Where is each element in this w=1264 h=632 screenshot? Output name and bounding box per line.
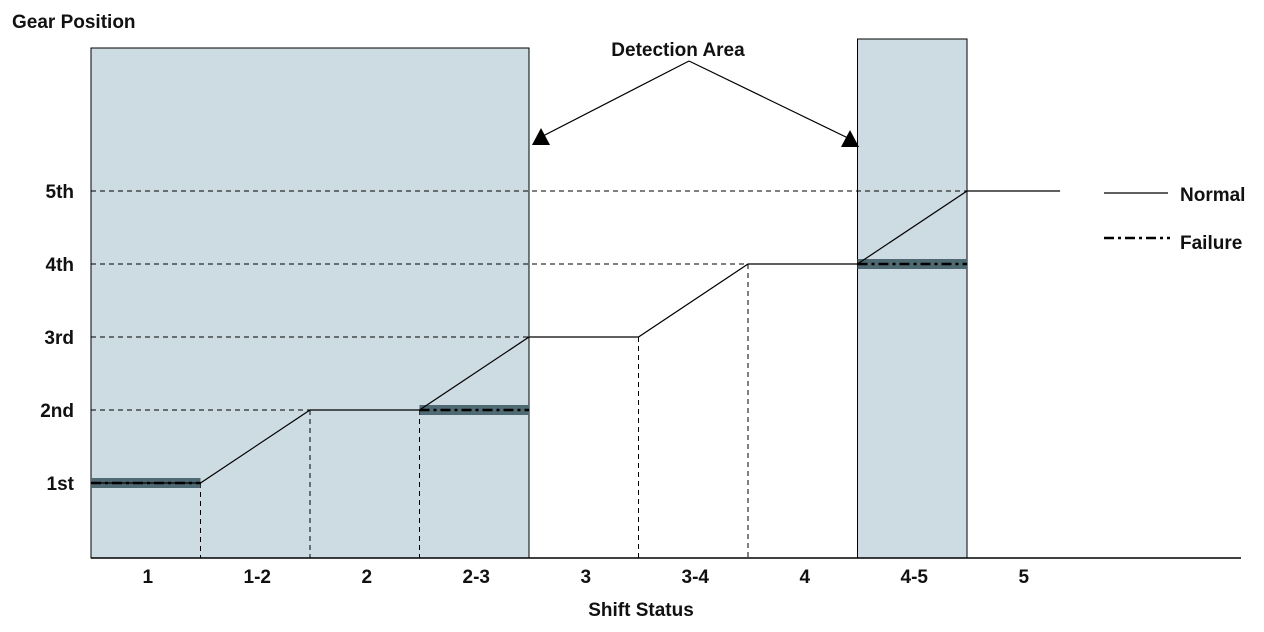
y-tick-4th: 4th — [46, 255, 75, 276]
y-tick-3rd: 3rd — [44, 328, 74, 349]
legend-normal-label: Normal — [1180, 185, 1245, 206]
x-tick-5: 5 — [1018, 567, 1029, 588]
annotation-arrowhead-2 — [841, 130, 859, 147]
x-tick-1: 1 — [142, 567, 153, 588]
x-tick-3: 3 — [580, 567, 591, 588]
x-tick-4-5: 4-5 — [901, 567, 929, 588]
tick-labels: 1st 2nd 3rd 4th 5th 1 1-2 2 2-3 3 3-4 4 4-5 5 — [40, 182, 1029, 588]
annotation-arrow-line-1 — [540, 60, 690, 138]
detection-areas — [90, 38, 968, 559]
y-tick-5th: 5th — [46, 182, 75, 203]
normal-line — [91, 190, 1061, 484]
failure-highlight-2 — [419, 405, 529, 415]
y-tick-2nd: 2nd — [40, 401, 74, 422]
detection-area-label: Detection Area — [611, 40, 745, 61]
y-tick-1st: 1st — [47, 474, 75, 495]
legend — [1104, 192, 1170, 240]
series-lines — [91, 190, 1061, 485]
x-tick-1-2: 1-2 — [244, 567, 271, 588]
x-tick-2-3: 2-3 — [463, 567, 490, 588]
legend-failure-label: Failure — [1180, 233, 1242, 254]
shift-dividers — [200, 264, 749, 558]
failure-highlight-3 — [857, 259, 967, 269]
y-axis-title: Gear Position — [12, 12, 136, 33]
x-tick-4: 4 — [799, 567, 810, 588]
x-tick-2: 2 — [361, 567, 372, 588]
x-tick-3-4: 3-4 — [682, 567, 710, 588]
gridlines — [91, 190, 967, 411]
annotation — [532, 60, 859, 147]
x-axis-title: Shift Status — [588, 600, 694, 621]
annotation-arrowhead-1 — [532, 128, 550, 145]
annotation-arrow-line-2 — [688, 60, 851, 140]
detection-area-2 — [857, 38, 968, 559]
